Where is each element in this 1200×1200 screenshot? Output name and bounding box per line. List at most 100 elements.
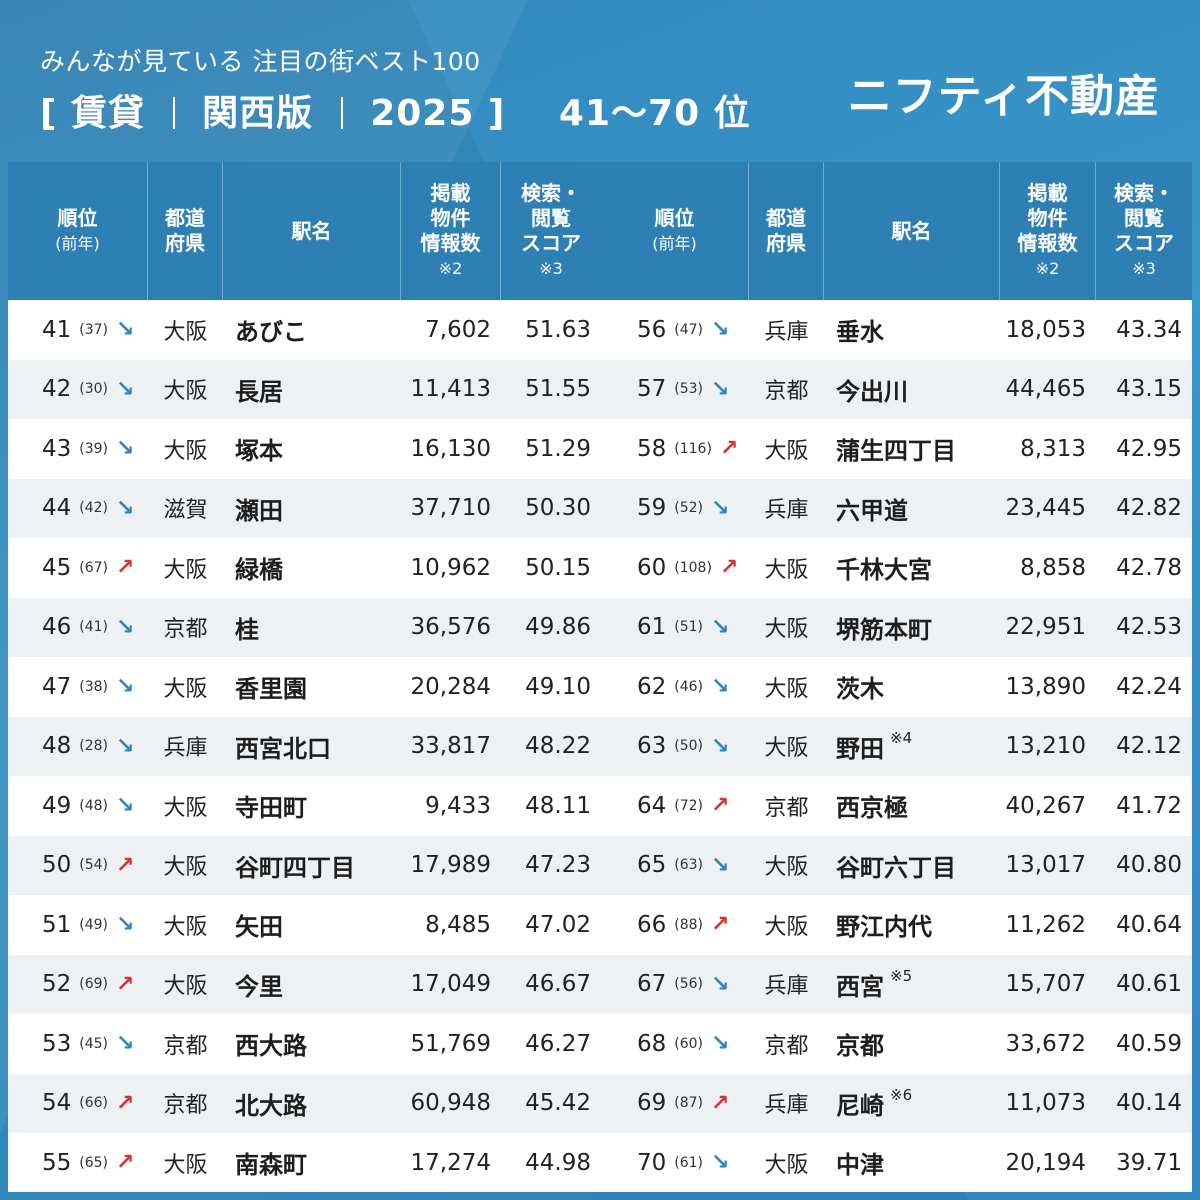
listings-cell: 37,710	[410, 495, 491, 522]
station-cell: 茨木	[824, 657, 1000, 717]
station-cell: 西京極	[824, 776, 1000, 836]
subtitle: みんなが見ている 注目の街ベスト100	[40, 47, 481, 76]
previous-rank: (28)	[79, 738, 109, 755]
rank-number: 49	[42, 792, 72, 819]
rank-cell: 56 (47) ↘	[601, 300, 749, 360]
table-row: 46 (41) ↘ 京都 桂 36,576 49.86	[8, 597, 601, 657]
listings-cell: 11,262	[1005, 911, 1086, 938]
listings-cell: 18,053	[1005, 316, 1086, 343]
rank-cell: 67 (56) ↘	[601, 955, 749, 1015]
rank-cell: 66 (88) ↗	[601, 895, 749, 955]
score-cell: 40.64	[1116, 911, 1182, 938]
trend-down-icon: ↘	[116, 317, 135, 343]
listings-cell: 11,413	[410, 376, 491, 403]
score-cell: 42.24	[1116, 673, 1182, 700]
footnote-mark: ※5	[890, 967, 913, 986]
previous-rank: (46)	[674, 678, 704, 695]
station-cell: あびこ	[223, 300, 401, 360]
station-name: 桂	[235, 615, 259, 644]
rank-number: 53	[42, 1030, 72, 1057]
trend-down-icon: ↘	[711, 733, 730, 759]
footnote-mark: ※6	[890, 1086, 913, 1105]
rank-cell: 41 (37) ↘	[8, 300, 148, 360]
prefecture-cell: 大阪	[163, 1152, 208, 1178]
listings-cell: 33,817	[410, 733, 491, 760]
rank-number: 60	[637, 554, 667, 581]
table-row: 43 (39) ↘ 大阪 塚本 16,130 51.29	[8, 419, 601, 479]
score-cell: 50.30	[525, 495, 591, 522]
trend-up-icon: ↗	[711, 1090, 730, 1116]
previous-rank: (37)	[79, 321, 109, 338]
rank-number: 66	[637, 911, 667, 938]
title-year: 2025 ]	[370, 93, 506, 134]
prefecture-cell: 大阪	[163, 319, 208, 345]
rank-cell: 47 (38) ↘	[8, 657, 148, 717]
prefecture-cell: 大阪	[163, 855, 208, 881]
rank-number: 43	[42, 435, 72, 462]
table-row: 51 (49) ↘ 大阪 矢田 8,485 47.02	[8, 895, 601, 955]
rank-cell: 49 (48) ↘	[8, 776, 148, 836]
trend-down-icon: ↘	[711, 1150, 730, 1176]
trend-up-icon: ↗	[711, 793, 730, 819]
station-cell: 南森町	[223, 1133, 401, 1193]
previous-rank: (30)	[79, 381, 109, 398]
prefecture-cell: 京都	[764, 379, 809, 405]
station-name: 西宮	[836, 972, 884, 1001]
trend-down-icon: ↘	[116, 436, 135, 462]
table-row: 54 (66) ↗ 京都 北大路 60,948 45.42	[8, 1073, 601, 1133]
score-cell: 50.15	[525, 554, 591, 581]
trend-down-icon: ↘	[711, 495, 730, 521]
rank-number: 41	[42, 316, 72, 343]
previous-rank: (47)	[674, 321, 704, 338]
rank-cell: 55 (65) ↗	[8, 1133, 148, 1193]
table-row: 52 (69) ↗ 大阪 今里 17,049 46.67	[8, 954, 601, 1014]
listings-cell: 7,602	[425, 316, 491, 343]
station-cell: 京都	[824, 1014, 1000, 1074]
ranking-table-left: 順位 (前年) 都道 府県 駅名 掲載 物件 情報数 ※2 検索・ 閲覧 スコア…	[8, 162, 601, 1192]
listings-cell: 8,858	[1020, 554, 1086, 581]
table-row: 42 (30) ↘ 大阪 長居 11,413 51.55	[8, 359, 601, 419]
previous-rank: (87)	[674, 1095, 704, 1112]
rank-number: 62	[637, 673, 667, 700]
listings-cell: 13,017	[1005, 852, 1086, 879]
title-divider	[172, 97, 175, 129]
score-cell: 46.27	[525, 1030, 591, 1057]
listings-cell: 17,049	[410, 971, 491, 998]
prefecture-cell: 大阪	[764, 855, 809, 881]
prefecture-cell: 兵庫	[764, 498, 809, 524]
rank-number: 59	[637, 495, 667, 522]
listings-cell: 33,672	[1005, 1030, 1086, 1057]
header-score: 検索・ 閲覧 スコア ※3	[1114, 181, 1174, 278]
rank-cell: 45 (67) ↗	[8, 538, 148, 598]
prefecture-cell: 滋賀	[163, 498, 208, 524]
rank-cell: 57 (53) ↘	[601, 360, 749, 420]
page-title: [ 賃貸 関西版 2025 ] 41〜70 位	[40, 84, 751, 136]
rank-number: 44	[42, 495, 72, 522]
score-cell: 49.10	[525, 673, 591, 700]
trend-down-icon: ↘	[116, 733, 135, 759]
rank-number: 47	[42, 673, 72, 700]
previous-rank: (67)	[79, 559, 109, 576]
station-name: 西宮北口	[235, 734, 331, 763]
listings-cell: 60,948	[410, 1090, 491, 1117]
station-cell: 垂水	[824, 300, 1000, 360]
table-row: 49 (48) ↘ 大阪 寺田町 9,433 48.11	[8, 776, 601, 836]
header-prefecture: 都道 府県	[148, 162, 223, 300]
header: みんなが見ている 注目の街ベスト100 [ 賃貸 関西版 2025 ] 41〜7…	[0, 0, 1200, 162]
previous-rank: (50)	[674, 738, 704, 755]
station-name: 塚本	[235, 437, 283, 466]
score-cell: 49.86	[525, 614, 591, 641]
score-cell: 47.23	[525, 852, 591, 879]
table-row: 69 (87) ↗ 兵庫 尼崎 ※6 11,073 40.14	[601, 1073, 1192, 1133]
rank-cell: 65 (63) ↘	[601, 836, 749, 896]
table-row: 44 (42) ↘ 滋賀 瀬田 37,710 50.30	[8, 478, 601, 538]
listings-cell: 9,433	[425, 792, 491, 819]
previous-rank: (56)	[674, 976, 704, 993]
station-cell: 谷町四丁目	[223, 836, 401, 896]
trend-down-icon: ↘	[711, 971, 730, 997]
score-cell: 51.63	[525, 316, 591, 343]
table-row: 45 (67) ↗ 大阪 緑橋 10,962 50.15	[8, 538, 601, 598]
listings-cell: 8,313	[1020, 435, 1086, 462]
previous-rank: (88)	[674, 916, 704, 933]
prefecture-cell: 大阪	[163, 974, 208, 1000]
